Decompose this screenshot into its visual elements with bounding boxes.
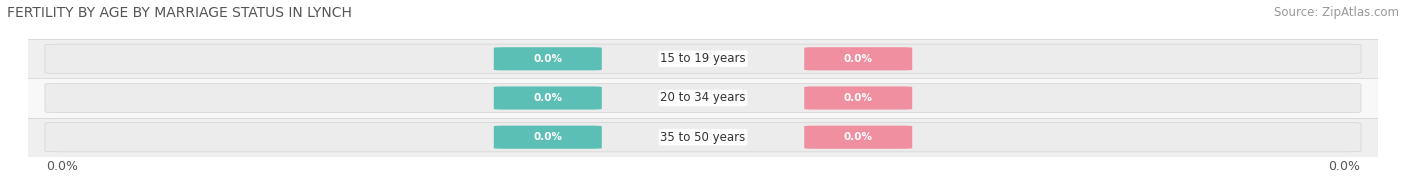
- Text: 20 to 34 years: 20 to 34 years: [661, 92, 745, 104]
- Text: 0.0%: 0.0%: [533, 132, 562, 142]
- Text: 35 to 50 years: 35 to 50 years: [661, 131, 745, 144]
- FancyBboxPatch shape: [45, 83, 1361, 113]
- Text: 0.0%: 0.0%: [533, 54, 562, 64]
- FancyBboxPatch shape: [45, 122, 1361, 152]
- Bar: [28, 118, 1378, 157]
- FancyBboxPatch shape: [804, 86, 912, 110]
- Text: 0.0%: 0.0%: [844, 132, 873, 142]
- FancyBboxPatch shape: [45, 44, 1361, 74]
- FancyBboxPatch shape: [494, 126, 602, 149]
- FancyBboxPatch shape: [804, 47, 912, 70]
- Text: 0.0%: 0.0%: [533, 93, 562, 103]
- FancyBboxPatch shape: [494, 47, 602, 70]
- Text: Source: ZipAtlas.com: Source: ZipAtlas.com: [1274, 6, 1399, 19]
- Bar: [28, 78, 1378, 118]
- FancyBboxPatch shape: [494, 86, 602, 110]
- Text: 15 to 19 years: 15 to 19 years: [661, 52, 745, 65]
- Text: FERTILITY BY AGE BY MARRIAGE STATUS IN LYNCH: FERTILITY BY AGE BY MARRIAGE STATUS IN L…: [7, 6, 351, 20]
- FancyBboxPatch shape: [804, 126, 912, 149]
- Text: 0.0%: 0.0%: [844, 54, 873, 64]
- Bar: [28, 39, 1378, 78]
- Text: 0.0%: 0.0%: [844, 93, 873, 103]
